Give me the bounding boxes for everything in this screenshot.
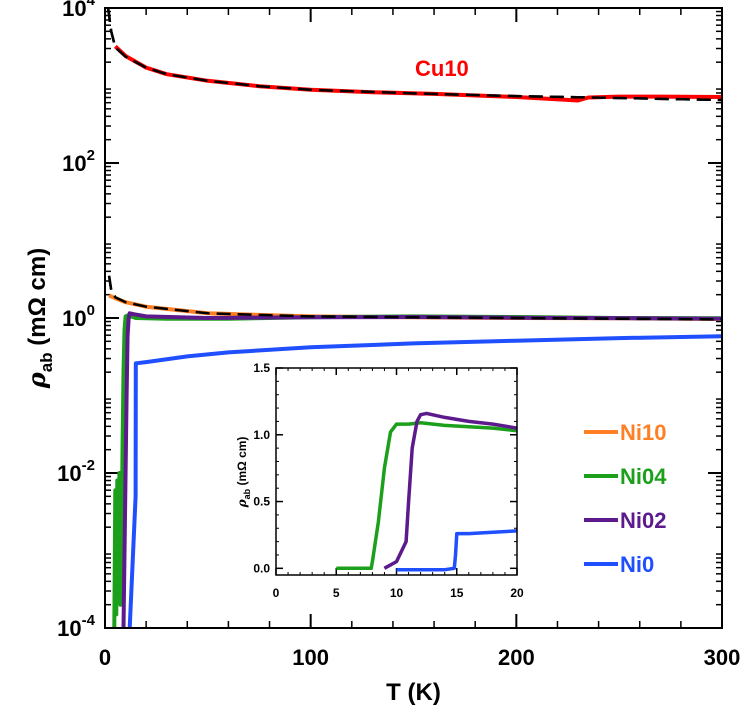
main-series-group [106,8,722,628]
inset-plot-frame [275,367,518,576]
y-tick-label: 10-4 [57,612,95,641]
inset-x-tick-label: 20 [510,586,524,600]
inset-series-group [336,411,517,572]
inset-series-line-ni0 [396,529,517,572]
y-axis-title: ρab (mΩ cm) [22,248,56,389]
y-tick-label: 10-2 [57,457,95,486]
inset-y-tick-label: 0.5 [253,495,270,509]
inset-y-tick-label: 1.0 [253,428,270,442]
fit-dashed-overlay-2 [107,275,722,321]
inset-y-tick-label: 1.5 [253,361,270,375]
inset-series-line-ni04 [336,421,517,571]
inset-x-tick-label: 5 [333,586,340,600]
x-tick-label: 0 [99,645,111,670]
legend-label-ni04: Ni04 [620,464,667,489]
x-tick-label: 300 [704,645,741,670]
legend-label-ni02: Ni02 [620,508,666,533]
y-tick-label: 102 [62,147,95,176]
inset-x-tick-label: 15 [450,586,464,600]
inset-x-tick-label: 0 [273,586,280,600]
inset-y-axis-title: ρab (mΩ cm) [235,437,252,509]
x-tick-label: 200 [498,645,535,670]
legend: Ni10 Ni04 Ni02 Ni0 [584,420,667,577]
inset-plot: 0 5 10 15 20 0.0 0.5 1.0 1.5 ρab (mΩ cm) [235,361,524,600]
x-tick-label: 100 [292,645,329,670]
inset-series-line-ni02 [383,411,517,570]
fit-dashed-overlay-1 [106,8,722,102]
y-tick-label: 100 [62,302,95,331]
x-axis-title: T (K) [386,679,441,706]
legend-label-ni0: Ni0 [620,552,654,577]
inset-x-tick-label: 10 [390,586,404,600]
series-line-ni0 [127,334,722,628]
inset-background [276,368,517,575]
y-tick-label: 104 [62,0,95,21]
inset-y-tick-label: 0.0 [253,561,270,575]
annotation-cu10: Cu10 [415,56,469,81]
main-plot-frame [104,7,723,629]
legend-label-ni10: Ni10 [620,420,666,445]
